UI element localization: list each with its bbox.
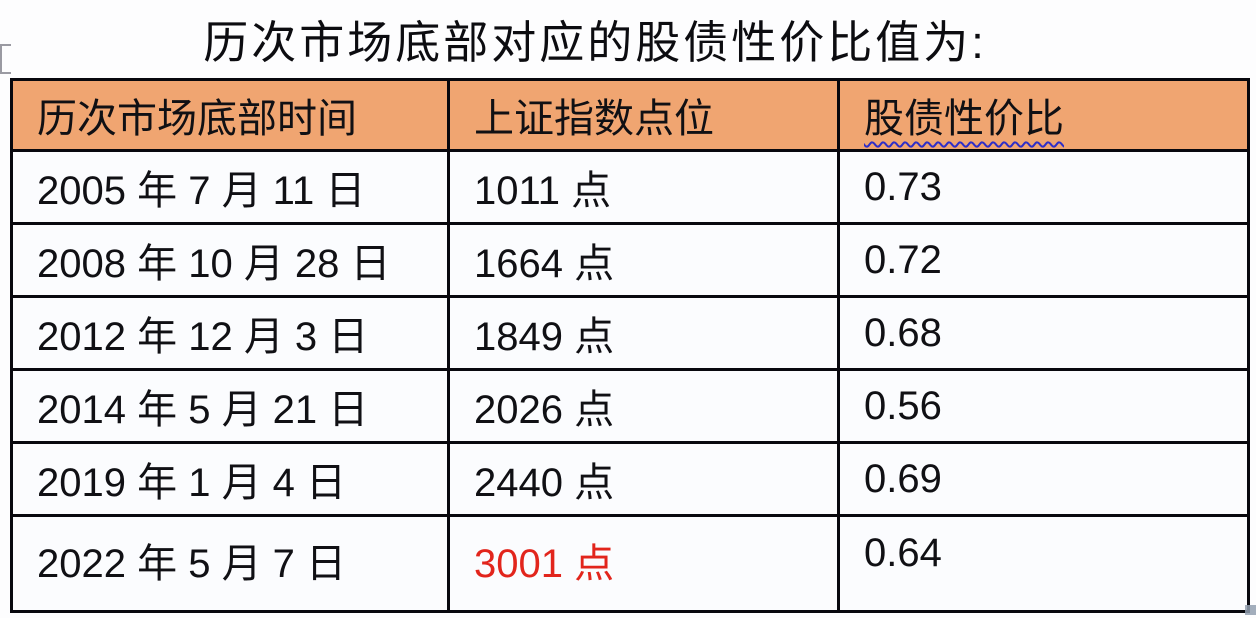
table-row: 2005 年 7 月 11 日 1011 点 0.73 bbox=[10, 149, 1250, 225]
cell-date: 2008 年 10 月 28 日 bbox=[10, 222, 450, 298]
crop-edge-artifact bbox=[0, 44, 11, 74]
cell-date: 2019 年 1 月 4 日 bbox=[10, 441, 450, 517]
table-row: 2008 年 10 月 28 日 1664 点 0.72 bbox=[10, 222, 1250, 298]
cell-index: 2440 点 bbox=[447, 441, 840, 517]
table-header-row: 历次市场底部时间 上证指数点位 股债性价比 bbox=[10, 78, 1250, 152]
cell-date: 2014 年 5 月 21 日 bbox=[10, 368, 450, 444]
header-date: 历次市场底部时间 bbox=[10, 78, 450, 152]
cell-index: 1011 点 bbox=[447, 149, 840, 225]
page-title: 历次市场底部对应的股债性价比值为: bbox=[203, 17, 987, 68]
cell-index: 1664 点 bbox=[447, 222, 840, 298]
cell-date: 2012 年 12 月 3 日 bbox=[10, 295, 450, 371]
cell-ratio: 0.73 bbox=[837, 149, 1250, 225]
table-row: 2019 年 1 月 4 日 2440 点 0.69 bbox=[10, 441, 1250, 517]
table-resize-handle bbox=[1245, 605, 1256, 615]
table-row: 2014 年 5 月 21 日 2026 点 0.56 bbox=[10, 368, 1250, 444]
cell-index-highlighted: 3001 点 bbox=[447, 514, 840, 613]
cell-ratio: 0.64 bbox=[837, 514, 1250, 613]
cell-ratio: 0.56 bbox=[837, 368, 1250, 444]
header-index: 上证指数点位 bbox=[447, 78, 840, 152]
cell-index: 1849 点 bbox=[447, 295, 840, 371]
header-ratio: 股债性价比 bbox=[837, 78, 1250, 152]
cell-index: 2026 点 bbox=[447, 368, 840, 444]
table-row: 2012 年 12 月 3 日 1849 点 0.68 bbox=[10, 295, 1250, 371]
cell-ratio: 0.72 bbox=[837, 222, 1250, 298]
cell-ratio: 0.69 bbox=[837, 441, 1250, 517]
market-bottom-table: 历次市场底部时间 上证指数点位 股债性价比 2005 年 7 月 11 日 10… bbox=[10, 78, 1250, 613]
table-row: 2022 年 5 月 7 日 3001 点 0.64 bbox=[10, 514, 1250, 613]
cell-date: 2005 年 7 月 11 日 bbox=[10, 149, 450, 225]
cell-ratio: 0.68 bbox=[837, 295, 1250, 371]
header-ratio-label: 股债性价比 bbox=[864, 97, 1064, 141]
cell-date: 2022 年 5 月 7 日 bbox=[10, 514, 450, 613]
